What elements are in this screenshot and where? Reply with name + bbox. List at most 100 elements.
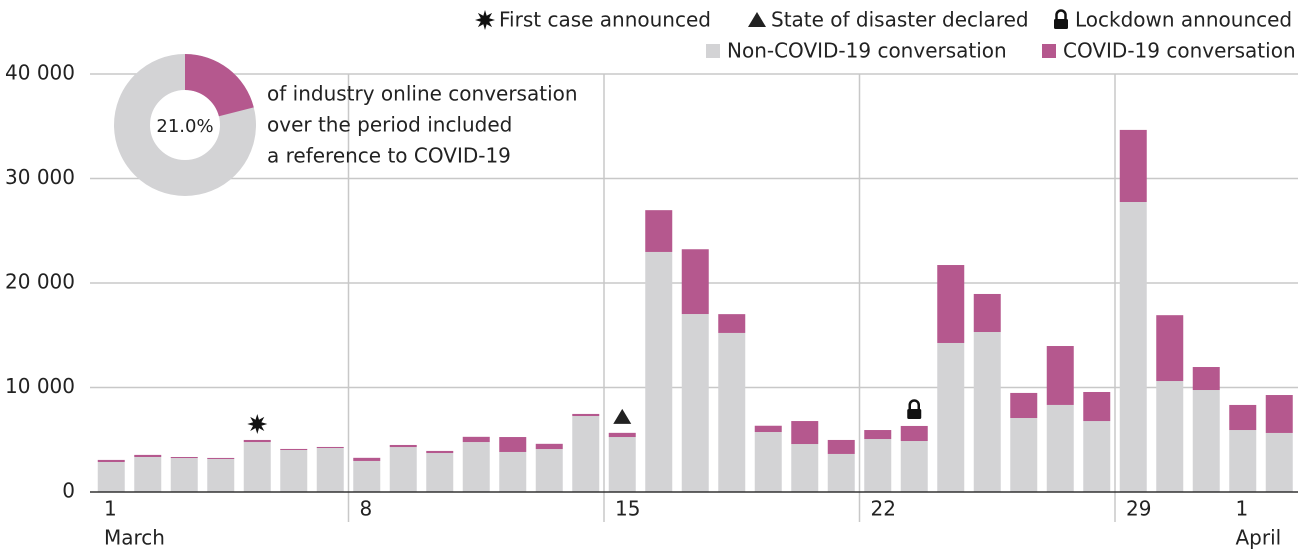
bar-segment xyxy=(134,454,162,457)
x-tick-label: 1 xyxy=(104,497,117,521)
y-tick-label: 10 000 xyxy=(5,374,75,398)
bar-segment xyxy=(1046,404,1074,492)
bar-segment xyxy=(1119,202,1147,492)
x-tick-label: 22 xyxy=(871,497,896,521)
x-tick-label: 29 xyxy=(1126,497,1151,521)
bar-segment xyxy=(316,448,344,492)
bar-segment xyxy=(1156,315,1184,382)
bar-segment xyxy=(170,458,198,492)
bar-segment xyxy=(1229,430,1257,492)
bar-segment xyxy=(1083,421,1111,492)
bar-segment xyxy=(791,444,819,492)
bar-segment xyxy=(937,342,965,492)
bar-segment xyxy=(937,265,965,343)
bar-segment xyxy=(499,451,527,492)
bar-segment xyxy=(170,456,198,459)
bar-segment xyxy=(718,332,746,492)
bar-segment xyxy=(499,437,527,452)
bar-segment xyxy=(1265,395,1293,433)
y-tick-label: 40 000 xyxy=(5,61,75,85)
lock-icon xyxy=(908,399,920,409)
bar-segment xyxy=(207,457,235,459)
bar-segment xyxy=(827,439,855,454)
bar-segment xyxy=(207,458,235,492)
legend-swatch xyxy=(1042,44,1056,58)
legend-label: Lockdown announced xyxy=(1075,8,1292,32)
x-tick-label: 8 xyxy=(360,497,373,521)
bar-segment xyxy=(243,439,271,443)
bar-segment xyxy=(1010,418,1038,492)
bar-segment xyxy=(900,425,928,442)
star-icon xyxy=(475,10,495,30)
donut-note: of industry online conversation xyxy=(267,82,578,106)
triangle-icon xyxy=(748,12,766,27)
bar-segment xyxy=(462,436,490,443)
legend-label: COVID-19 conversation xyxy=(1063,39,1296,63)
bar-segment xyxy=(900,441,928,492)
month-label: March xyxy=(104,526,165,550)
bar-segment xyxy=(535,449,563,492)
month-label: April xyxy=(1236,526,1282,550)
bar-segment xyxy=(572,416,600,492)
legend-label: State of disaster declared xyxy=(771,8,1029,32)
bar-segment xyxy=(97,459,125,463)
bar-segment xyxy=(681,249,709,315)
bar-segment xyxy=(973,293,1001,333)
bar-segment xyxy=(535,443,563,450)
bar-segment xyxy=(1119,129,1147,203)
bar-segment xyxy=(134,456,162,492)
bar-segment xyxy=(426,453,454,492)
bar-segment xyxy=(243,442,271,492)
bar-segment xyxy=(1192,390,1220,492)
lock-icon-body xyxy=(907,408,922,419)
bar-segment xyxy=(572,413,600,417)
bar-segment xyxy=(864,439,892,492)
bar-segment xyxy=(754,432,782,492)
donut-note: over the period included xyxy=(267,113,512,137)
x-tick-label: 15 xyxy=(615,497,640,521)
bar-segment xyxy=(827,453,855,492)
bar-segment xyxy=(1265,432,1293,492)
bar-segment xyxy=(389,444,417,448)
bar-segment xyxy=(791,421,819,445)
y-tick-label: 20 000 xyxy=(5,270,75,294)
bar-segment xyxy=(97,462,125,492)
bar-segment xyxy=(1083,391,1111,422)
donut-label: 21.0% xyxy=(156,116,213,137)
bar-segment xyxy=(1046,346,1074,405)
bar-segment xyxy=(681,314,709,492)
y-tick-label: 0 xyxy=(62,479,75,503)
bar-segment xyxy=(1192,367,1220,391)
legend-label: First case announced xyxy=(499,8,711,32)
bar-segment xyxy=(645,210,673,252)
bar-segment xyxy=(645,251,673,492)
lock-icon-body xyxy=(1054,19,1068,29)
lock-icon xyxy=(1055,9,1067,19)
bar-segment xyxy=(1156,381,1184,492)
donut-note: a reference to COVID-19 xyxy=(267,144,511,168)
x-tick-label: 1 xyxy=(1236,497,1249,521)
bar-segment xyxy=(973,332,1001,492)
bar-segment xyxy=(353,460,381,492)
bar-segment xyxy=(1010,392,1038,419)
bar-segment xyxy=(608,432,636,438)
bar-segment xyxy=(426,450,454,454)
bar-segment xyxy=(608,437,636,492)
triangle-icon xyxy=(613,408,632,424)
bar-segment xyxy=(280,448,308,450)
bar-segment xyxy=(353,457,381,461)
bar-segment xyxy=(754,425,782,433)
y-tick-label: 30 000 xyxy=(5,165,75,189)
donut-slice xyxy=(185,54,254,117)
bar-segment xyxy=(389,447,417,492)
bar-segment xyxy=(462,442,490,492)
legend-swatch xyxy=(706,44,720,58)
star-icon xyxy=(247,414,268,434)
bar-segment xyxy=(316,446,344,449)
bar-segment xyxy=(718,314,746,333)
bar-segment xyxy=(1229,404,1257,431)
bar-segment xyxy=(280,449,308,492)
legend-label: Non-COVID-19 conversation xyxy=(727,39,1007,63)
bar-segment xyxy=(864,430,892,440)
